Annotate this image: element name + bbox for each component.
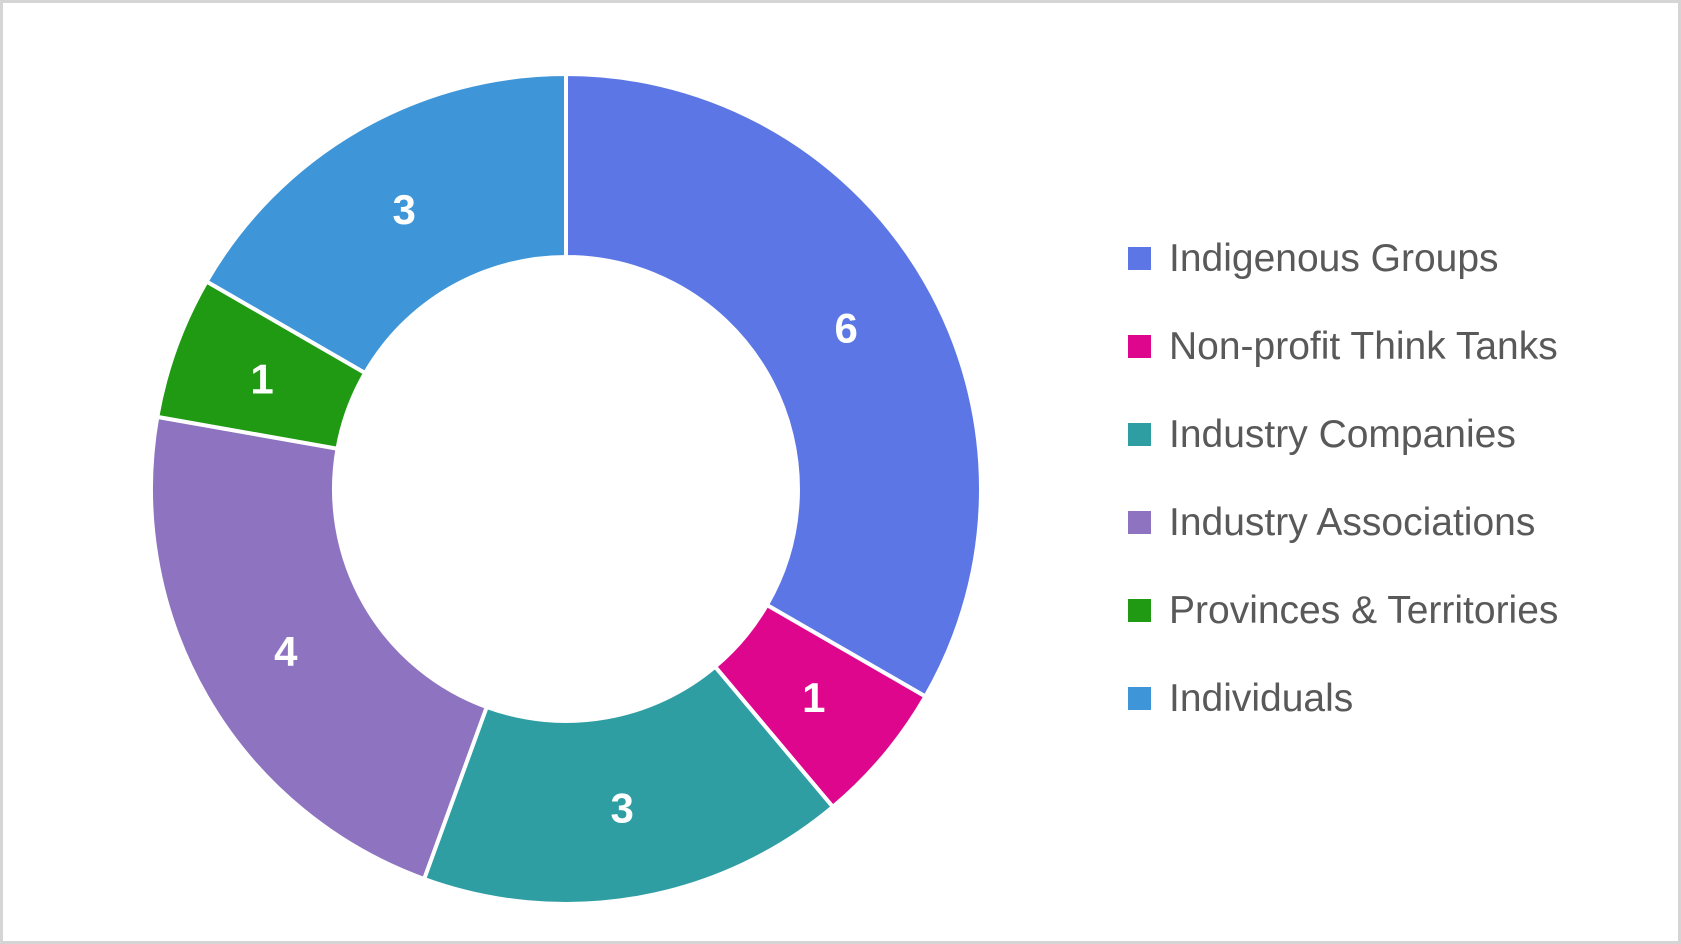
pie-slice-individuals [203, 71, 568, 376]
data-label-non-profit-think-tanks: 1 [802, 674, 825, 721]
legend-swatch-icon [1128, 246, 1151, 270]
pie-slice-industry-companies [421, 663, 836, 906]
data-label-individuals: 3 [393, 186, 416, 233]
legend-item-industry-companies: Industry Companies [1128, 390, 1558, 478]
legend-swatch-icon [1128, 598, 1151, 622]
legend-item-non-profit-think-tanks: Non-profit Think Tanks [1128, 302, 1558, 390]
data-label-industry-associations: 4 [274, 628, 298, 675]
legend-label: Industry Companies [1169, 412, 1516, 456]
chart-legend: Indigenous Groups Non-profit Think Tanks I… [1128, 214, 1558, 742]
legend-swatch-icon [1128, 686, 1151, 710]
data-label-indigenous-groups: 6 [835, 304, 858, 351]
legend-item-provinces-territories: Provinces & Territories [1128, 566, 1558, 654]
data-label-industry-companies: 3 [611, 785, 634, 832]
legend-swatch-icon [1128, 422, 1151, 446]
legend-label: Indigenous Groups [1169, 236, 1499, 280]
legend-swatch-icon [1128, 510, 1151, 534]
pie-slice-industry-associations [149, 414, 490, 882]
legend-label: Provinces & Territories [1169, 588, 1559, 632]
legend-item-individuals: Individuals [1128, 654, 1558, 742]
legend-label: Non-profit Think Tanks [1169, 324, 1558, 368]
pie-slice-indigenous-groups [564, 71, 983, 700]
data-label-provinces-territories: 1 [250, 355, 273, 402]
legend-item-industry-associations: Industry Associations [1128, 478, 1558, 566]
legend-item-indigenous-groups: Indigenous Groups [1128, 214, 1558, 302]
legend-label: Individuals [1169, 676, 1354, 720]
donut-chart: 6 1 3 4 1 3 [149, 71, 983, 906]
legend-swatch-icon [1128, 334, 1151, 358]
legend-label: Industry Associations [1169, 500, 1536, 544]
